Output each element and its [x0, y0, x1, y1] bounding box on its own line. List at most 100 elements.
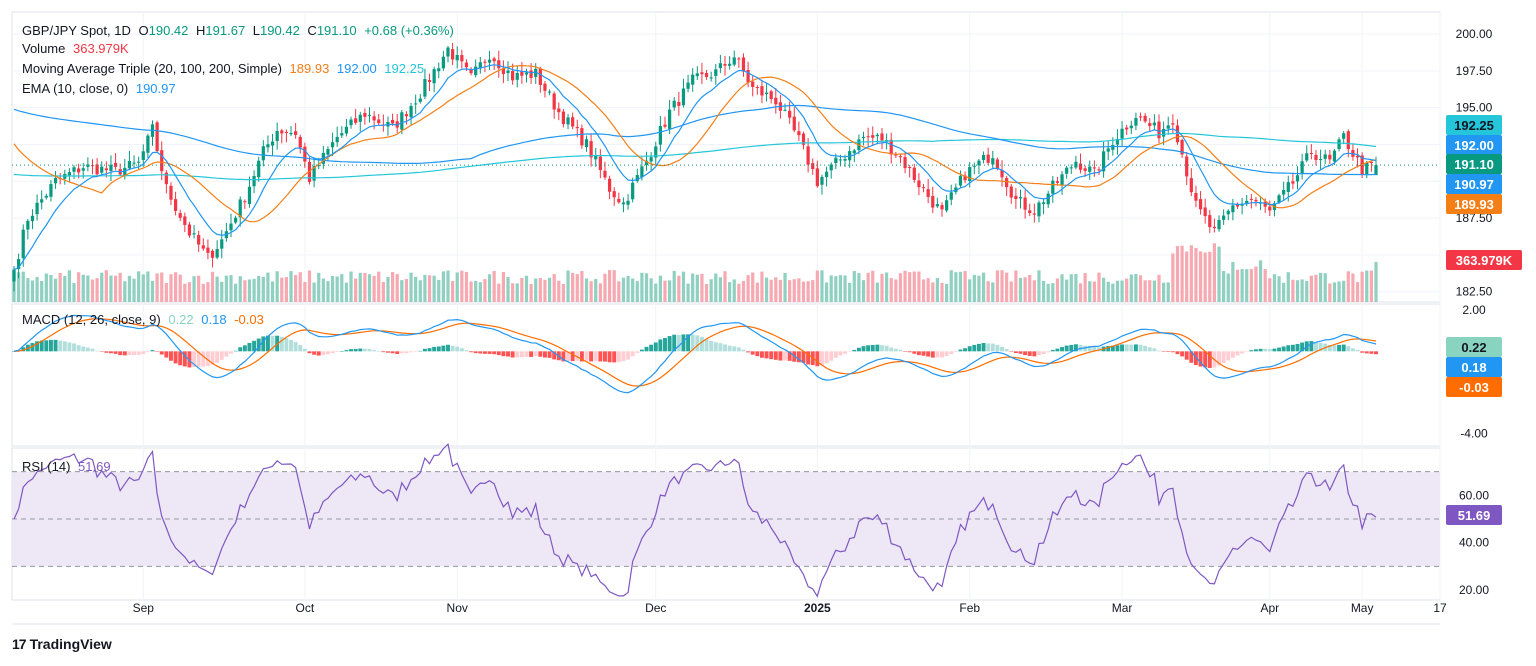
volume-bar [354, 278, 358, 302]
volume-bar [746, 275, 750, 302]
candle-body [26, 220, 30, 230]
volume-bar [986, 281, 990, 302]
candle-body [155, 122, 159, 152]
candle-body [1060, 174, 1064, 185]
candle-body [894, 154, 898, 156]
macd-axis-tick: -4.00 [1460, 427, 1488, 441]
ma100-last-tag [1446, 135, 1502, 155]
macd-histogram-bar [820, 351, 824, 366]
ema-legend-value: 190.97 [135, 81, 176, 96]
volume-bar [1120, 280, 1124, 302]
macd-histogram-bar [307, 351, 312, 354]
candle-body [529, 70, 533, 78]
volume-bar [663, 280, 667, 302]
volume-bar [266, 272, 270, 302]
volume-bar [714, 273, 718, 302]
macd-histogram-bar [612, 351, 617, 363]
macd-histogram-bar [986, 343, 991, 352]
macd-histogram-bar [843, 351, 848, 354]
volume-bar [889, 278, 893, 302]
volume-bar [981, 272, 986, 302]
macd-histogram-bar [953, 351, 958, 353]
macd-histogram-bar [1290, 344, 1295, 352]
candle-body [363, 112, 367, 117]
macd-histogram-bar [441, 345, 446, 352]
volume-bar [884, 272, 889, 302]
tradingview-brand[interactable]: 17 TradingView [12, 636, 112, 652]
volume-bar [1198, 251, 1203, 302]
volume-bar [1028, 274, 1032, 302]
candle-body [53, 177, 58, 184]
macd-histogram-bar [1369, 351, 1374, 354]
macd-histogram-bar [921, 351, 926, 356]
candle-body [1226, 210, 1230, 215]
candle-body [1097, 169, 1101, 171]
candle-body [210, 250, 215, 258]
volume-bar [441, 271, 445, 302]
volume-bar [1240, 269, 1244, 302]
volume-bar [792, 279, 796, 302]
macd-histogram-bar [833, 351, 838, 358]
candle-body [1203, 207, 1207, 217]
candle-body [469, 69, 473, 74]
macd-histogram-bar [621, 351, 626, 362]
macd-line-last-text: 0.18 [1461, 360, 1486, 375]
candle-body [1323, 154, 1327, 159]
volume-bar [654, 283, 658, 302]
volume-bar [667, 280, 672, 302]
macd-histogram-bar [145, 351, 150, 353]
candle-body [644, 160, 649, 166]
macd-histogram-bar [178, 351, 183, 366]
candle-body [418, 98, 422, 102]
volume-bar [594, 278, 598, 302]
volume-bar [483, 279, 487, 302]
candle-body [972, 165, 976, 167]
volume-bar [598, 283, 602, 302]
macd-histogram-bar [759, 351, 764, 358]
macd-histogram-bar [1341, 344, 1346, 352]
candle-body [524, 72, 529, 75]
volume-bar [450, 281, 455, 302]
volume-bar [1272, 274, 1277, 302]
candle-body [515, 72, 519, 80]
candle-body [432, 69, 436, 84]
macd-histogram-bar [247, 342, 252, 352]
candle-body [49, 184, 53, 197]
macd-line [13, 314, 1377, 394]
macd-histogram-bar [653, 342, 658, 352]
volume-bar [95, 278, 99, 302]
volume-bar [247, 279, 252, 302]
volume-bar [118, 272, 122, 302]
volume-bar [820, 270, 824, 302]
volume-bar [252, 278, 256, 302]
volume-bar [709, 279, 713, 302]
macd-histogram-bar [1281, 346, 1286, 352]
candle-body [349, 119, 353, 126]
macd-histogram-bar [339, 351, 344, 352]
macd-histogram-bar [852, 349, 857, 352]
candle-body [377, 119, 381, 124]
macd-histogram-bar [164, 351, 169, 358]
candle-body [769, 91, 773, 99]
volume-bar [1295, 280, 1300, 302]
candle-body [695, 73, 699, 77]
volume-bar [1332, 282, 1337, 302]
macd-histogram-bar [566, 351, 570, 362]
candle-body [1369, 161, 1373, 163]
time-axis-tick: 2025 [804, 601, 831, 615]
candle-body [751, 81, 755, 87]
candle-body [303, 146, 307, 162]
macd-histogram-bar [1009, 351, 1014, 352]
volume-bar [44, 273, 48, 302]
macd-histogram-bar [21, 347, 26, 352]
candle-body [718, 63, 723, 68]
macd-histogram-bar [676, 335, 681, 352]
macd-histogram-bar [755, 351, 760, 357]
candle-body [1222, 215, 1226, 220]
volume-bar [1254, 266, 1258, 302]
candle-body [1101, 151, 1106, 172]
macd-histogram-bar [1318, 342, 1323, 352]
volume-bar [1309, 275, 1313, 302]
volume-bar [580, 271, 584, 302]
